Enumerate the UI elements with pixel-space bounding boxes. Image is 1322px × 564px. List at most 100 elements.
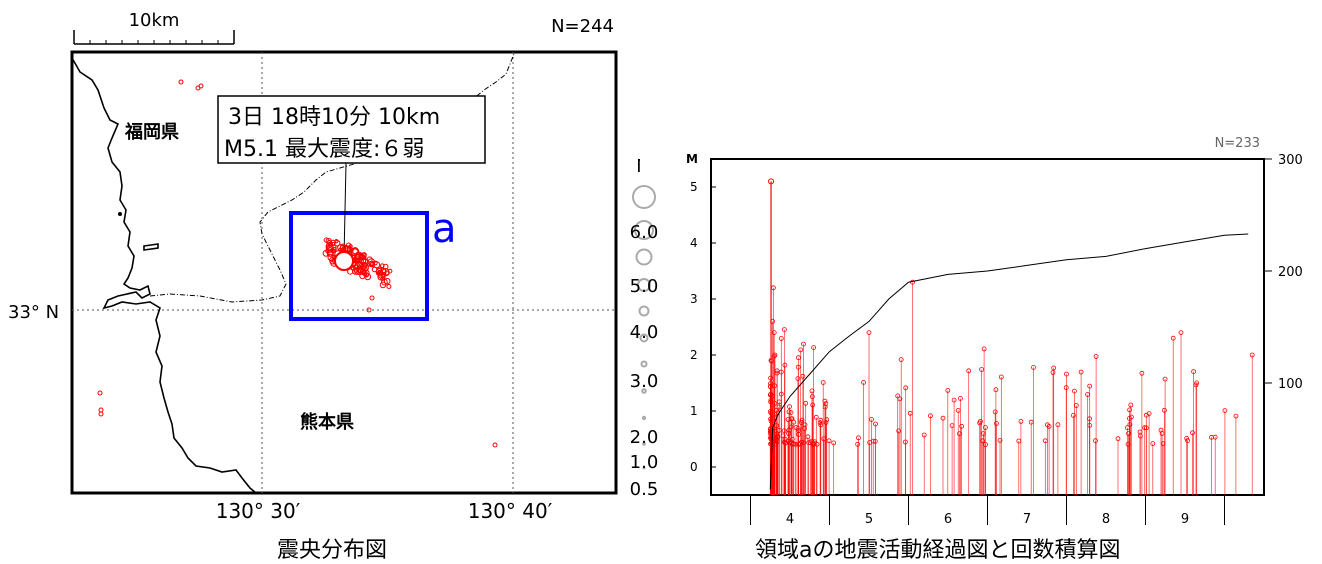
- x-tick-label: 9: [1181, 512, 1189, 527]
- magnitude-marker: [782, 327, 787, 333]
- magnitude-marker: [1128, 402, 1134, 408]
- magnitude-marker: [945, 387, 951, 393]
- magnitude-marker: [873, 421, 878, 427]
- mainshock-marker: [768, 178, 775, 185]
- magnitude-marker: [1042, 438, 1048, 444]
- epicenter-marker: [492, 442, 498, 448]
- x-tick-label: 6: [944, 512, 952, 527]
- magnitude-marker: [1143, 412, 1149, 418]
- magnitude-marker: [781, 428, 787, 434]
- region-a-box: [289, 211, 429, 321]
- magnitude-marker: [951, 397, 957, 403]
- magnitude-marker: [803, 400, 809, 406]
- magnitude-marker: [789, 436, 795, 442]
- magnitude-marker: [770, 318, 775, 324]
- magnitude-marker: [799, 420, 804, 425]
- magnitude-marker: [767, 392, 773, 398]
- magnitude-marker: [897, 396, 903, 402]
- magnitude-marker: [1085, 392, 1090, 397]
- magnitude-marker: [783, 440, 788, 446]
- legend-magnitude-circle: [641, 415, 647, 421]
- magnitude-marker: [795, 376, 801, 382]
- magnitude-marker: [774, 439, 780, 445]
- magnitude-marker: [980, 431, 986, 437]
- magnitude-marker: [802, 422, 808, 428]
- magnitude-marker: [1125, 425, 1130, 431]
- magnitude-marker: [1078, 369, 1084, 375]
- magnitude-marker: [771, 437, 776, 442]
- cumulative-count-line: [769, 233, 1249, 490]
- magnitude-marker: [788, 424, 794, 430]
- left-tick-label: 3: [690, 292, 698, 306]
- magnitude-marker: [809, 394, 815, 400]
- magnitude-marker: [786, 427, 792, 433]
- annotation-line1: 3日 18時10分 10km: [228, 105, 440, 130]
- epicenter-marker: [372, 260, 378, 266]
- magnitude-marker: [785, 438, 791, 444]
- magnitude-marker: [870, 438, 876, 444]
- right-tick-label: 200: [1278, 265, 1303, 280]
- epicenter-marker: [366, 307, 372, 313]
- epicenter-marker: [344, 245, 351, 252]
- magnitude-marker: [983, 425, 988, 430]
- magnitude-marker: [866, 330, 872, 336]
- left-axis-ticks: 5 4 3 2 1 0: [690, 180, 716, 474]
- magnitude-marker: [772, 428, 777, 434]
- epicenter-marker: [97, 390, 103, 396]
- mainshock-epicenter: [334, 251, 354, 271]
- magnitude-marker: [768, 436, 774, 442]
- magnitude-marker: [872, 438, 878, 444]
- magnitude-marker: [785, 417, 791, 422]
- magnitude-marker: [769, 428, 774, 434]
- magnitude-marker: [802, 426, 807, 432]
- magnitude-marker: [768, 399, 774, 405]
- scale-label: 10km: [129, 10, 180, 31]
- magnitude-marker: [767, 409, 773, 415]
- magnitude-marker: [770, 406, 775, 411]
- magnitude-marker: [1137, 429, 1143, 435]
- right-tick-label: 100: [1278, 377, 1303, 392]
- magnitude-marker: [782, 436, 788, 442]
- magnitude-marker: [793, 425, 799, 430]
- epicenter-marker: [359, 272, 366, 280]
- magnitude-marker: [1193, 382, 1199, 388]
- lon-label-130-40: 130° 40′: [468, 499, 553, 523]
- magnitude-marker: [1233, 413, 1239, 419]
- magnitude-marker: [1185, 438, 1190, 444]
- magnitude-marker: [771, 439, 776, 445]
- prefecture-fukuoka: 福岡県: [124, 121, 179, 143]
- magnitude-marker: [768, 416, 773, 422]
- magnitude-marker: [940, 415, 946, 421]
- mainshock-annotation-box: [217, 95, 486, 164]
- lat-label-33n: 33° N: [8, 302, 59, 323]
- magnitude-marker: [1087, 383, 1093, 389]
- epicenter-marker: [380, 268, 386, 275]
- left-tick-label: 2: [690, 348, 698, 362]
- magnitude-marker: [998, 374, 1004, 380]
- magnitude-marker: [795, 425, 801, 431]
- magnitude-marker: [801, 341, 806, 347]
- magnitude-marker: [1178, 330, 1184, 336]
- right-axis-ticks: 300 200 100: [1264, 153, 1303, 392]
- magnitude-marker: [768, 431, 773, 437]
- magnitude-marker: [1045, 422, 1050, 428]
- magnitude-marker: [1160, 441, 1166, 447]
- magnitude-marker: [768, 381, 773, 387]
- region-a-label: a: [432, 206, 457, 252]
- magnitude-marker: [818, 417, 824, 423]
- magnitude-marker: [856, 435, 861, 441]
- epicenter-marker: [362, 258, 369, 264]
- magnitude-marker: [1016, 438, 1022, 444]
- magnitude-marker: [1184, 435, 1190, 441]
- magnitude-marker: [1158, 427, 1164, 433]
- magnitude-marker: [1190, 430, 1195, 436]
- coastline: [71, 57, 257, 494]
- magnitude-marker: [768, 426, 773, 432]
- magnitude-marker: [1209, 434, 1214, 440]
- epicenter-marker: [325, 242, 334, 251]
- magnitude-marker: [1146, 411, 1152, 417]
- magnitude-marker: [788, 410, 794, 416]
- left-tick-label: 0: [690, 460, 698, 474]
- magnitude-marker: [958, 395, 963, 401]
- magnitude-marker: [814, 441, 820, 447]
